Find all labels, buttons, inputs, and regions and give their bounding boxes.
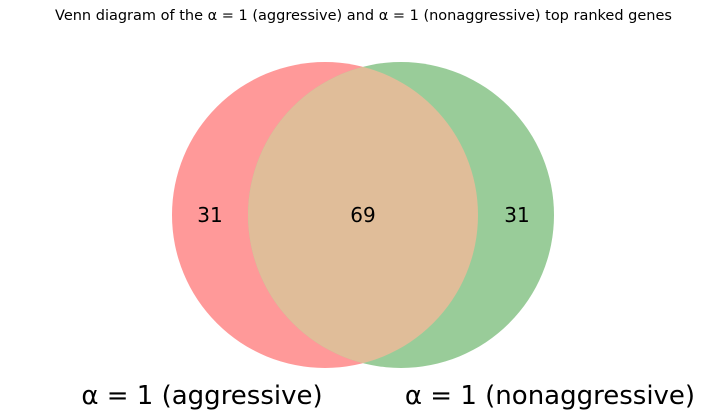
set-a-label: α = 1 (aggressive) — [81, 381, 322, 411]
only-b-count: 31 — [504, 203, 529, 227]
set-b-label: α = 1 (nonaggressive) — [405, 381, 695, 411]
diagram-title: Venn diagram of the α = 1 (aggressive) a… — [55, 8, 672, 24]
both-count: 69 — [350, 203, 375, 227]
only-a-count: 31 — [197, 203, 222, 227]
